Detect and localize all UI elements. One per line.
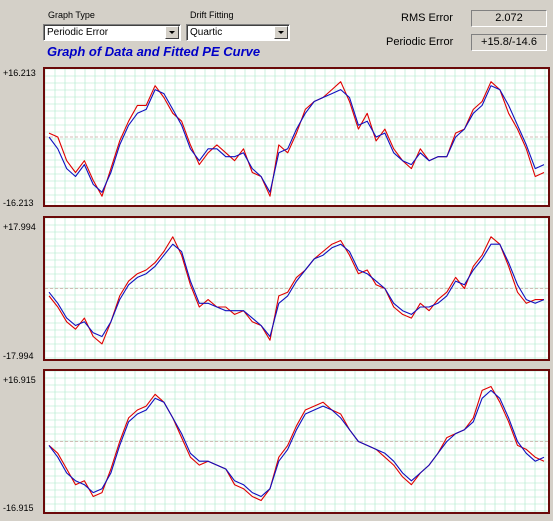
chart3-ytick-bottom: -16.915: [3, 503, 34, 513]
graph-type-label: Graph Type: [48, 10, 95, 20]
chart1-ytick-bottom: -16.213: [3, 198, 34, 208]
fit-series-line: [48, 243, 545, 338]
rms-error-value: 2.072: [471, 10, 547, 27]
data-series-line: [48, 81, 545, 197]
drift-fitting-dropdown-button[interactable]: [274, 26, 288, 39]
periodic-error-label: Periodic Error: [386, 36, 454, 48]
graph-title: Graph of Data and Fitted PE Curve: [47, 44, 261, 59]
chart2-ytick-top: +17.994: [3, 222, 36, 232]
graph-type-value: Periodic Error: [47, 27, 109, 38]
chart-1: [45, 69, 548, 205]
chart1-ytick-top: +16.213: [3, 68, 36, 78]
graph-type-dropdown-button[interactable]: [165, 26, 179, 39]
data-series-line: [48, 385, 545, 502]
drift-fitting-value: Quartic: [190, 27, 223, 38]
fit-series-line: [48, 389, 545, 498]
drift-fitting-label: Drift Fitting: [190, 10, 234, 20]
chart3-ytick-top: +16.915: [3, 375, 36, 385]
chart2-ytick-bottom: -17.994: [3, 351, 34, 361]
data-series-line: [48, 236, 544, 345]
chart-panel-3: [43, 369, 550, 514]
periodic-error-value: +15.8/-14.6: [471, 34, 547, 51]
chart-panel-2: [43, 216, 550, 361]
rms-error-label: RMS Error: [401, 12, 453, 24]
chart-2: [45, 218, 548, 359]
chevron-down-icon: [278, 31, 284, 34]
fit-series-line: [48, 85, 545, 193]
chart-3: [45, 371, 548, 512]
grid-lines: [45, 69, 548, 205]
grid-lines: [45, 218, 548, 359]
drift-fitting-select[interactable]: Quartic: [186, 24, 290, 41]
chevron-down-icon: [169, 31, 175, 34]
chart-panel-1: [43, 67, 550, 207]
graph-type-select[interactable]: Periodic Error: [43, 24, 181, 41]
grid-lines: [45, 371, 548, 512]
